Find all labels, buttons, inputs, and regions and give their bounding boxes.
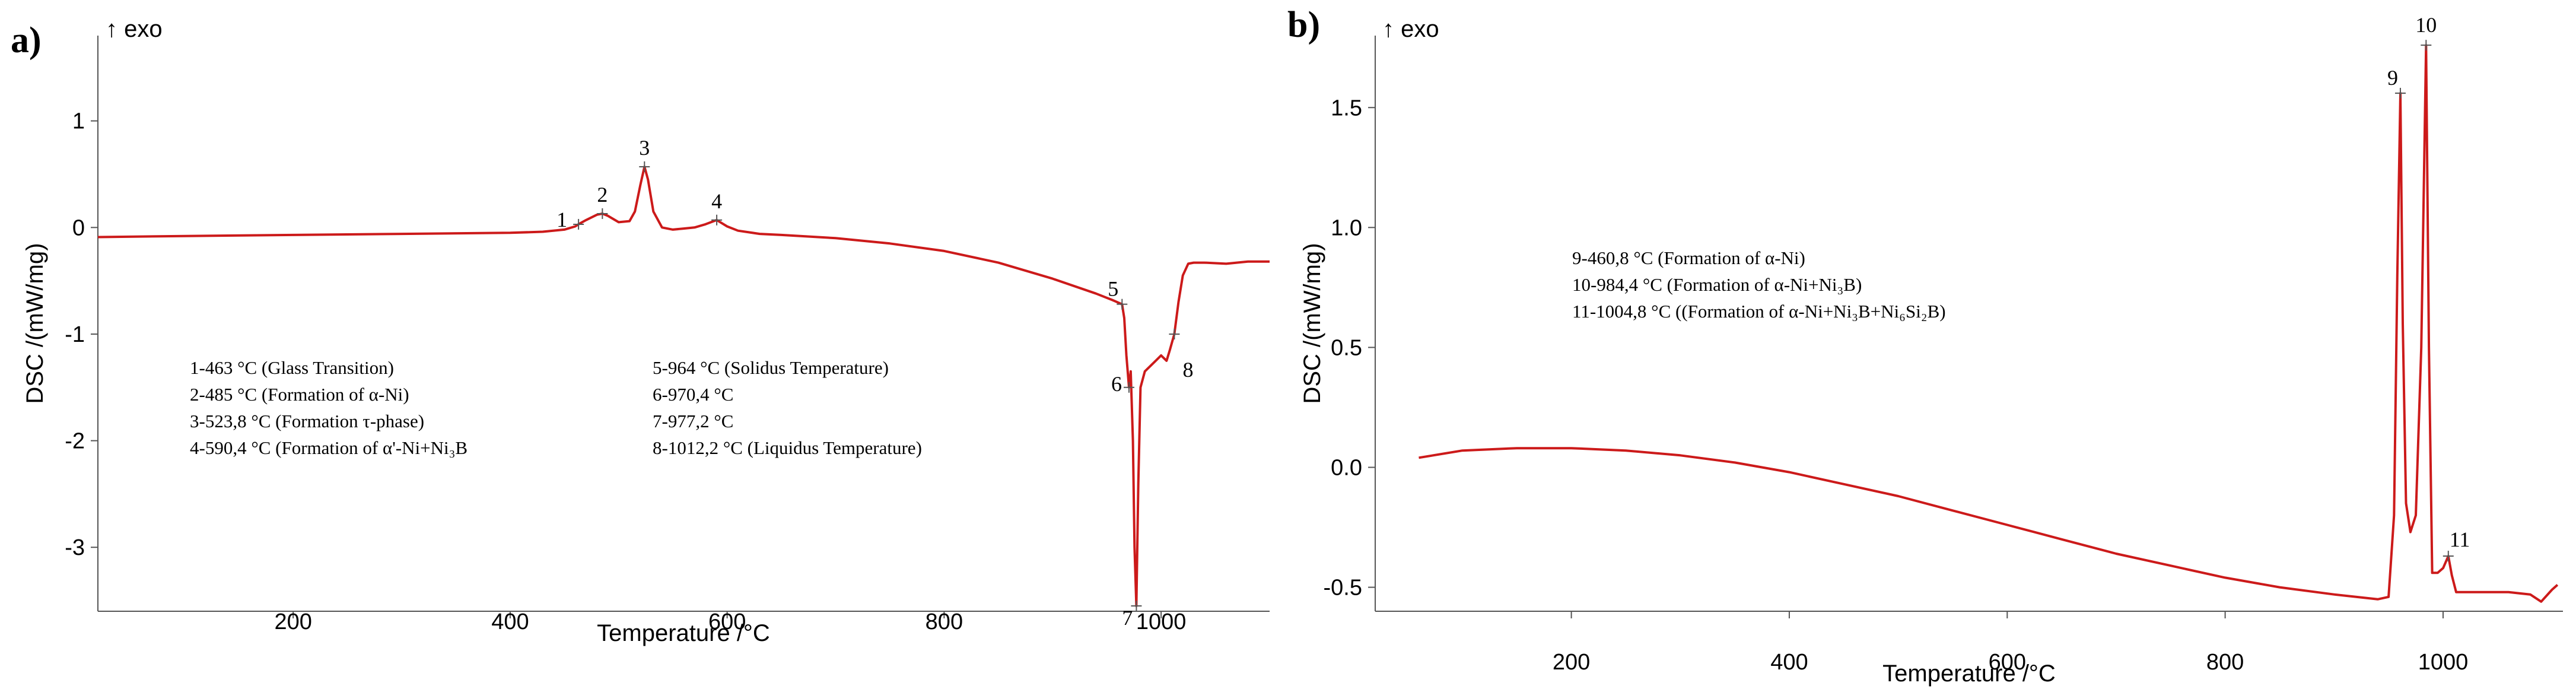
panel-a-x-tick-label: 600 — [708, 609, 746, 634]
panel-b-x-axis-title: Temperature /°C — [1882, 661, 2056, 687]
panel-a-legend-item: 1-463 °C (Glass Transition) — [190, 357, 394, 378]
panel-a-legend-item: 7-977,2 °C — [653, 411, 733, 431]
panel-b-x-tick-label: 400 — [1770, 650, 1808, 675]
panel-b-legend-item: 11-1004,8 °C ((Formation of α-Ni+Ni₃B+Ni… — [1572, 301, 1946, 322]
panel-a-chart: a) ↑ exo 200 400 600 800 1000 1 0 -1 -2 -3 1 2 3 4 5… — [11, 16, 1270, 646]
panel-a-y-ticks: 1 0 -1 -2 -3 — [65, 109, 98, 560]
panel-a-x-axis-title: Temperature /°C — [597, 620, 770, 646]
panel-b-x-tick-label: 200 — [1553, 650, 1590, 675]
panel-a-dsc-curve — [97, 165, 1270, 607]
panel-a-peak-label: 7 — [1122, 606, 1133, 630]
panel-a-legend: 1-463 °C (Glass Transition) 2-485 °C (Fo… — [190, 357, 922, 458]
panel-a-x-tick-label: 800 — [926, 609, 963, 634]
panel-b-peak-label: 11 — [2450, 528, 2470, 551]
panel-a-y-tick-label: 0 — [72, 215, 85, 240]
panel-b-legend-item: 10-984,4 °C (Formation of α-Ni+Ni₃B) — [1572, 274, 1862, 295]
panel-b-legend-item: 9-460,8 °C (Formation of α-Ni) — [1572, 247, 1805, 268]
panel-a-legend-item: 2-485 °C (Formation of α-Ni) — [190, 384, 409, 405]
panel-a-peak-label: 6 — [1111, 372, 1122, 396]
panel-a-exo-label: ↑ exo — [106, 16, 163, 42]
panel-b-y-tick-label: 1.5 — [1331, 96, 1362, 120]
panel-b-y-ticks: 1.5 1.0 0.5 0.0 -0.5 — [1324, 96, 1375, 601]
panel-b-legend: 9-460,8 °C (Formation of α-Ni) 10-984,4 … — [1572, 247, 1946, 322]
panel-b-exo-label: ↑ exo — [1382, 16, 1439, 42]
panel-a-peak-label: 4 — [711, 189, 722, 213]
panel-a-peak-label: 8 — [1182, 358, 1193, 382]
panel-b-x-tick-label: 800 — [2206, 650, 2244, 675]
panel-b-peak-annotations: 9 10 11 — [2387, 13, 2470, 562]
panel-a-peak-label: 3 — [639, 136, 650, 160]
panel-a-legend-item: 5-964 °C (Solidus Temperature) — [653, 357, 889, 378]
panel-a-peak-annotations: 1 2 3 4 5 6 7 8 — [556, 136, 1193, 630]
panel-a-y-tick-label: -3 — [65, 535, 85, 560]
panel-a-peak-label: 1 — [556, 208, 567, 231]
panel-b-x-ticks: 200 400 600 800 1000 — [1553, 611, 2468, 675]
panel-b-x-tick-label: 600 — [1989, 650, 2026, 675]
panel-a-peak-label: 2 — [597, 183, 608, 207]
panel-a-x-ticks: 200 400 600 800 1000 — [274, 609, 1186, 634]
panel-a-y-tick-label: -1 — [65, 322, 85, 347]
panel-b-dsc-curve — [1419, 44, 2559, 603]
panel-b-chart: b) ↑ exo 200 400 600 800 1000 1.5 1.0 0.5 0.0 -0… — [1287, 5, 2563, 687]
panel-a-x-tick-label: 1000 — [1136, 609, 1187, 634]
panel-a-peak-label: 5 — [1108, 277, 1118, 301]
panel-a-x-tick-label: 400 — [491, 609, 529, 634]
panel-b-peak-label: 10 — [2415, 13, 2437, 37]
panel-a-x-tick-label: 200 — [274, 609, 311, 634]
panel-a-y-tick-label: -2 — [65, 429, 85, 454]
panel-a-y-axis-title: DSC /(mW/mg) — [22, 243, 48, 404]
panel-a-y-tick-label: 1 — [72, 109, 85, 134]
panel-b-y-tick-label: 0.5 — [1331, 335, 1362, 360]
panel-a-legend-item: 3-523,8 °C (Formation τ-phase) — [190, 411, 424, 431]
panel-b-y-axis-title: DSC /(mW/mg) — [1299, 243, 1325, 404]
panel-b-y-tick-label: 1.0 — [1331, 215, 1362, 240]
panel-b-letter: b) — [1287, 5, 1320, 45]
panel-b-y-tick-label: 0.0 — [1331, 456, 1362, 481]
panel-a-letter: a) — [11, 20, 42, 61]
panel-a-legend-item: 6-970,4 °C — [653, 384, 733, 405]
panel-b-peak-label: 9 — [2387, 66, 2398, 90]
panel-b-x-tick-label: 1000 — [2418, 650, 2469, 675]
panel-b-y-tick-label: -0.5 — [1324, 576, 1362, 601]
panel-a-legend-item: 8-1012,2 °C (Liquidus Temperature) — [653, 437, 922, 458]
panel-a-legend-item: 4-590,4 °C (Formation of α'-Ni+Ni₃B — [190, 437, 468, 458]
